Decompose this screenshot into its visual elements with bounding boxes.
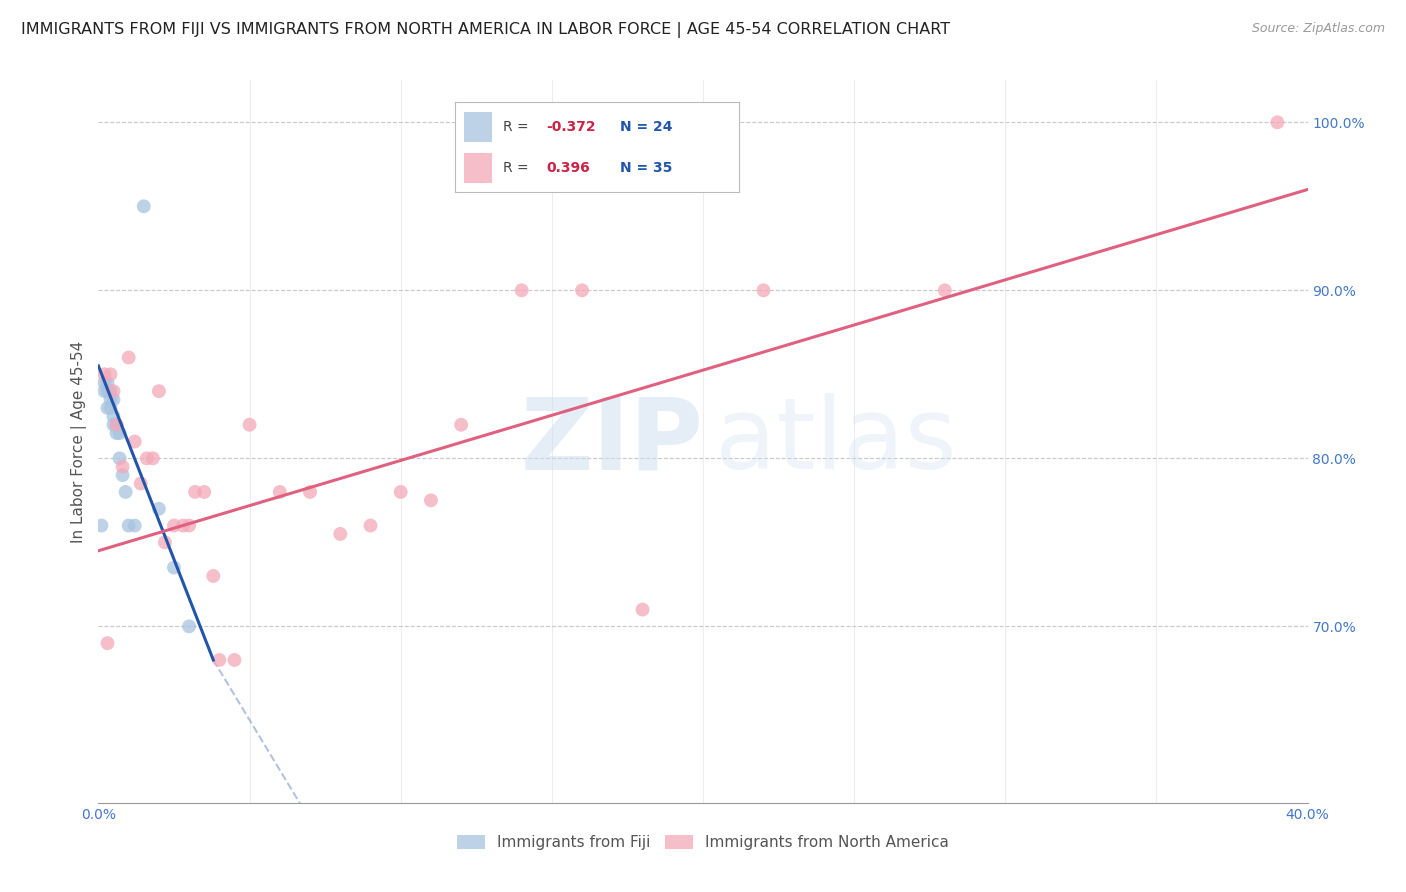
Point	[239, 417, 262, 432]
Point	[103, 384, 125, 398]
Point	[202, 569, 225, 583]
Point	[96, 376, 118, 390]
Point	[329, 527, 352, 541]
Point	[111, 468, 134, 483]
Text: IMMIGRANTS FROM FIJI VS IMMIGRANTS FROM NORTH AMERICA IN LABOR FORCE | AGE 45-54: IMMIGRANTS FROM FIJI VS IMMIGRANTS FROM …	[21, 22, 950, 38]
Point	[103, 409, 125, 424]
Point	[103, 417, 125, 432]
Point	[108, 426, 131, 441]
Point	[389, 485, 412, 500]
Point	[934, 283, 956, 297]
Point	[179, 518, 201, 533]
Point	[124, 434, 146, 449]
Text: atlas: atlas	[716, 393, 956, 490]
Point	[100, 392, 122, 407]
Point	[105, 426, 128, 441]
Text: ZIP: ZIP	[520, 393, 703, 490]
Point	[184, 485, 207, 500]
Point	[124, 518, 146, 533]
Point	[96, 401, 118, 415]
Point	[118, 351, 141, 365]
Point	[179, 619, 201, 633]
Y-axis label: In Labor Force | Age 45-54: In Labor Force | Age 45-54	[72, 341, 87, 542]
Legend: Immigrants from Fiji, Immigrants from North America: Immigrants from Fiji, Immigrants from No…	[451, 830, 955, 856]
Point	[132, 199, 155, 213]
Point	[360, 518, 382, 533]
Point	[111, 459, 134, 474]
Point	[118, 518, 141, 533]
Point	[299, 485, 322, 500]
Point	[108, 451, 131, 466]
Point	[105, 417, 128, 432]
Text: Source: ZipAtlas.com: Source: ZipAtlas.com	[1251, 22, 1385, 36]
Point	[142, 451, 165, 466]
Point	[100, 401, 122, 415]
Point	[1267, 115, 1289, 129]
Point	[135, 451, 157, 466]
Point	[114, 485, 136, 500]
Point	[105, 417, 128, 432]
Point	[96, 384, 118, 398]
Point	[103, 392, 125, 407]
Point	[752, 283, 775, 297]
Point	[420, 493, 443, 508]
Point	[90, 518, 112, 533]
Point	[148, 501, 170, 516]
Point	[450, 417, 472, 432]
Point	[100, 384, 122, 398]
Point	[208, 653, 231, 667]
Point	[93, 376, 115, 390]
Point	[93, 368, 115, 382]
Point	[269, 485, 291, 500]
Point	[571, 283, 593, 297]
Point	[163, 560, 186, 574]
Point	[510, 283, 533, 297]
Point	[129, 476, 152, 491]
Point	[100, 368, 122, 382]
Point	[172, 518, 194, 533]
Point	[631, 602, 654, 616]
Point	[148, 384, 170, 398]
Point	[96, 636, 118, 650]
Point	[193, 485, 215, 500]
Point	[153, 535, 176, 549]
Point	[224, 653, 246, 667]
Point	[93, 384, 115, 398]
Point	[163, 518, 186, 533]
